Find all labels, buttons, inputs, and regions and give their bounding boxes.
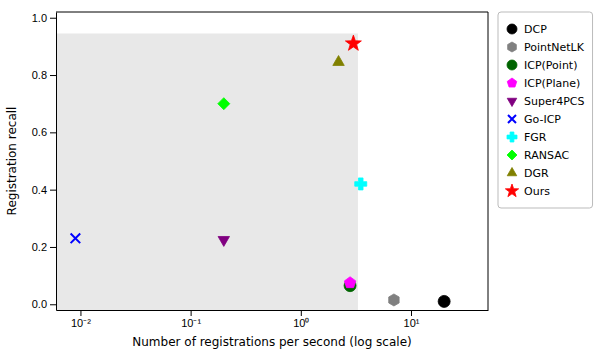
point [345,35,361,50]
legend-item: FGR [507,131,547,144]
chart: 10⁻² 10⁻¹ 10⁰ 10¹ 0.0 0.2 0.4 0.6 0.8 1.0 Number o… [0,0,616,354]
legend-symbol [507,150,517,160]
series [344,277,355,288]
frame-line [56,12,488,13]
x-axis: 10⁻² 10⁻¹ 10⁰ 10¹ [57,310,489,329]
tick-mark [50,18,56,19]
legend-symbol [507,98,517,106]
tick-label: 10⁻² [71,317,91,329]
x-axis-title: Number of registrations per second (log … [132,335,411,349]
marks [56,33,450,310]
tick: 0.6 [32,126,56,138]
legend-symbol [507,60,517,70]
point [389,294,399,306]
series [333,56,344,66]
legend-label: ICP(Point) [524,59,577,72]
legend-box [498,12,593,208]
axis-line [57,310,489,311]
tick-label: 0.0 [32,298,47,310]
tick-mark [50,132,56,133]
legend-item: ICP(Plane) [507,77,580,90]
tick-label: 10⁰ [293,317,309,329]
series [438,295,450,307]
legend-label: Super4PCS [524,95,585,108]
tick: 10⁻² [71,310,91,329]
tick: 0.0 [32,298,56,310]
legend-symbol [507,168,517,176]
legend-symbol [508,42,517,52]
series [355,178,367,190]
tick-mark [301,310,302,316]
point [355,178,367,190]
tick-label: 10⁻¹ [181,317,201,329]
legend-symbol [505,184,518,197]
legend-label: RANSAC [524,149,569,162]
legend-item: Super4PCS [507,95,584,108]
y-axis: 0.0 0.2 0.4 0.6 0.8 1.0 [32,12,57,311]
tick-label: 0.2 [32,241,47,253]
legend-item: RANSAC [507,149,569,162]
series [345,35,361,50]
series [71,234,81,244]
legend-label: Ours [524,185,550,198]
point [71,234,81,244]
tick: 0.8 [32,69,56,81]
shaded-region [56,33,358,310]
legend-label: DGR [524,167,549,180]
point [218,98,230,110]
tick: 0.2 [32,241,56,253]
tick: 10⁰ [293,310,309,329]
legend-item: ICP(Point) [507,59,577,72]
legend-label: PointNetLK [524,41,585,54]
series [218,236,229,246]
tick-label: 0.6 [32,126,47,138]
series [218,98,230,110]
axis-line [56,13,57,311]
tick: 0.4 [32,184,56,196]
legend-symbol [508,115,516,123]
tick-label: 10¹ [404,317,420,329]
legend-label: FGR [524,131,547,144]
legend-item: Ours [505,184,550,198]
tick-mark [411,310,412,316]
tick-mark [50,75,56,76]
tick: 1.0 [32,12,56,24]
tick-mark [80,310,81,316]
frame-line [488,12,489,310]
tick-mark [50,190,56,191]
tick-mark [50,247,56,248]
tick-label: 0.4 [32,184,47,196]
legend-label: ICP(Plane) [524,77,580,90]
legend-item: PointNetLK [508,41,585,54]
legend-symbol [507,132,517,142]
tick-label: 0.8 [32,69,47,81]
tick: 10¹ [404,310,420,329]
legend-item: Go-ICP [508,113,561,126]
tick-mark [191,310,192,316]
tick-label: 1.0 [32,12,47,24]
legend-symbol [507,78,517,87]
y-axis-title: Registration recall [5,107,19,216]
point [218,236,229,246]
legend-item: DGR [507,167,549,180]
point [344,277,355,288]
legend: DCP PointNetLK ICP(Point) ICP(Plane) Super4P… [498,12,593,208]
legend-label: DCP [524,23,547,36]
series [389,294,399,306]
point [438,295,450,307]
legend-label: Go-ICP [524,113,561,126]
tick-mark [50,304,56,305]
legend-symbol [507,24,517,34]
legend-item: DCP [507,23,547,36]
plot: 10⁻² 10⁻¹ 10⁰ 10¹ 0.0 0.2 0.4 0.6 0.8 1.0 Number o… [5,12,489,349]
point [333,56,344,66]
tick: 10⁻¹ [181,310,201,329]
